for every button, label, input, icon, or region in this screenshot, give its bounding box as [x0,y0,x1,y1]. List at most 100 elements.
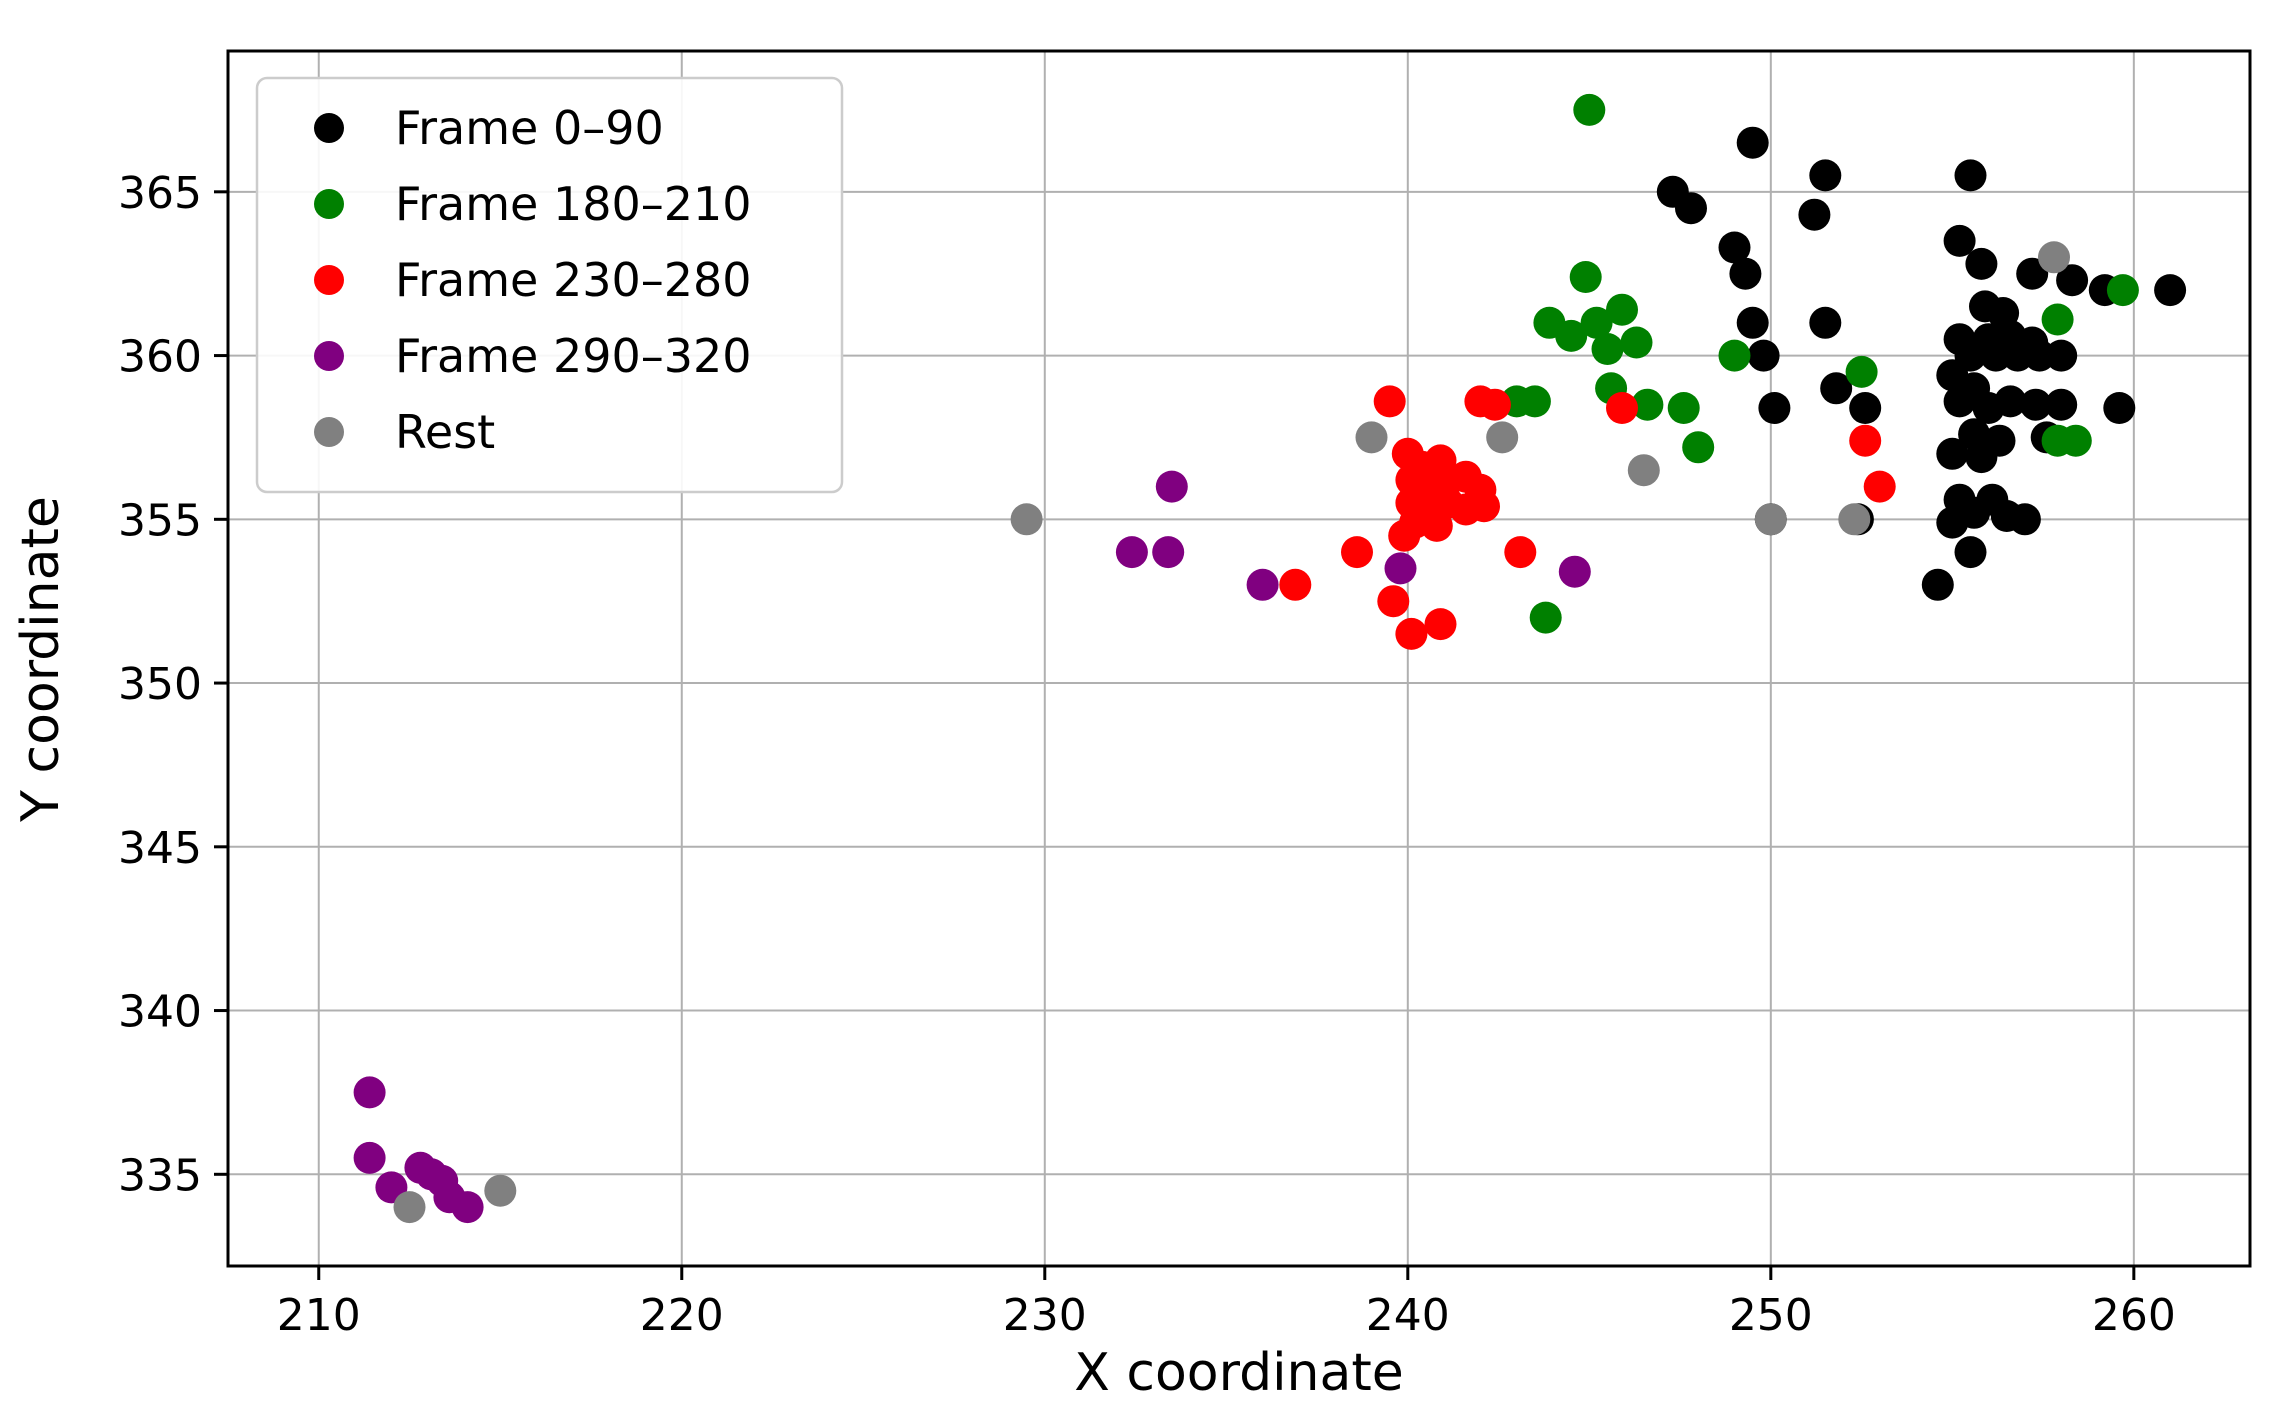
data-point [1845,355,1878,388]
data-point [1518,385,1551,418]
data-point [393,1191,426,1224]
data-point [1849,392,1882,424]
y-tick-label: 345 [118,823,202,874]
data-point [1863,470,1896,503]
series-Frame 180–210 [1500,93,2139,634]
data-point [2103,392,2136,424]
legend: Frame 0–90 Frame 180–210 Frame 230–280 Fram… [255,76,844,494]
data-point [1682,431,1715,464]
data-point [484,1174,517,1207]
legend-marker-icon [314,189,344,219]
data-point [2019,388,2052,421]
data-point [1341,536,1373,569]
data-point [1373,385,1406,418]
data-point [1798,198,1831,231]
series-Frame 290–320 [353,470,1591,1224]
series-Rest [393,241,2070,1224]
legend-item-label: Frame 180–210 [395,177,752,231]
data-point [1606,293,1638,326]
data-point [1384,552,1417,585]
data-point [1468,490,1500,523]
data-point [1569,261,1602,293]
data-point [1420,509,1453,542]
data-point [1478,388,1511,421]
data-point [1573,93,1606,126]
data-point [2045,388,2078,421]
y-tick-label: 350 [118,659,202,710]
data-point [1504,536,1537,569]
grid [228,51,2250,1266]
data-point [1667,392,1700,424]
data-point [1591,333,1624,365]
y-tick-label: 365 [118,168,202,219]
data-point [1115,536,1148,569]
data-point [1424,608,1457,641]
data-point [1758,392,1791,424]
data-point [1965,441,1998,474]
data-point [1155,470,1188,503]
data-point [1606,392,1638,424]
legend-marker-icon [314,341,344,371]
chart-render-layer: 210 220 230 240 250 260 335 340 345 350 355 360 365 F… [118,49,2252,1341]
y-tick-label: 360 [118,332,202,383]
legend-item-label: Frame 0–90 [395,101,664,155]
data-point [1395,617,1428,650]
data-point [1631,388,1664,421]
legend-item: Frame 0–90 [314,101,664,155]
legend-item: Frame 230–280 [314,253,752,307]
legend-marker-icon [314,417,344,447]
data-point [1954,536,1987,569]
data-point [1152,536,1185,569]
data-point [353,1076,386,1109]
data-point [1736,306,1769,339]
legend-marker-icon [314,113,344,143]
plot-border [226,49,2252,1268]
data-point [1279,568,1312,601]
data-point [2059,424,2092,457]
legend-item: Frame 180–210 [314,177,752,231]
data-point [1486,421,1519,454]
data-point [1849,424,1882,457]
data-point [1010,503,1043,536]
data-point [2038,241,2070,274]
data-point [2154,274,2187,307]
data-point [1529,601,1562,634]
y-tick-label: 340 [118,987,202,1038]
data-point [1936,506,1969,539]
data-point [2056,264,2089,297]
data-point [2041,303,2074,336]
data-point [1943,385,1976,418]
data-point [1921,568,1954,601]
data-point [1580,306,1613,339]
data-point [2106,274,2139,307]
legend-item: Frame 290–320 [314,329,752,383]
x-tick-label: 220 [640,1290,724,1341]
series-Frame 230–280 [1279,385,1896,650]
x-tick-label: 250 [1729,1290,1813,1341]
legend-item-label: Frame 290–320 [395,329,752,383]
data-point [451,1191,484,1224]
x-tick-label: 210 [277,1290,361,1341]
data-point [1675,192,1707,225]
data-point [1809,306,1842,339]
legend-item-label: Frame 230–280 [395,253,752,307]
data-point [1965,247,1998,280]
x-tick-label: 240 [1366,1290,1450,1341]
data-point [1558,555,1591,588]
data-point [1994,385,2027,418]
data-point [1809,159,1842,192]
legend-item-label: Rest [395,405,495,459]
x-axis-label: X coordinate [1074,1343,1404,1403]
data-point [1718,231,1751,264]
data-point [1718,339,1751,372]
legend-box [255,76,844,494]
data-point [2016,257,2049,290]
data-point [1954,159,1987,192]
legend-marker-icon [314,265,344,295]
data-point [353,1141,386,1174]
data-point [1627,454,1660,487]
data-point [1838,503,1871,536]
y-tick-label: 355 [118,495,202,546]
